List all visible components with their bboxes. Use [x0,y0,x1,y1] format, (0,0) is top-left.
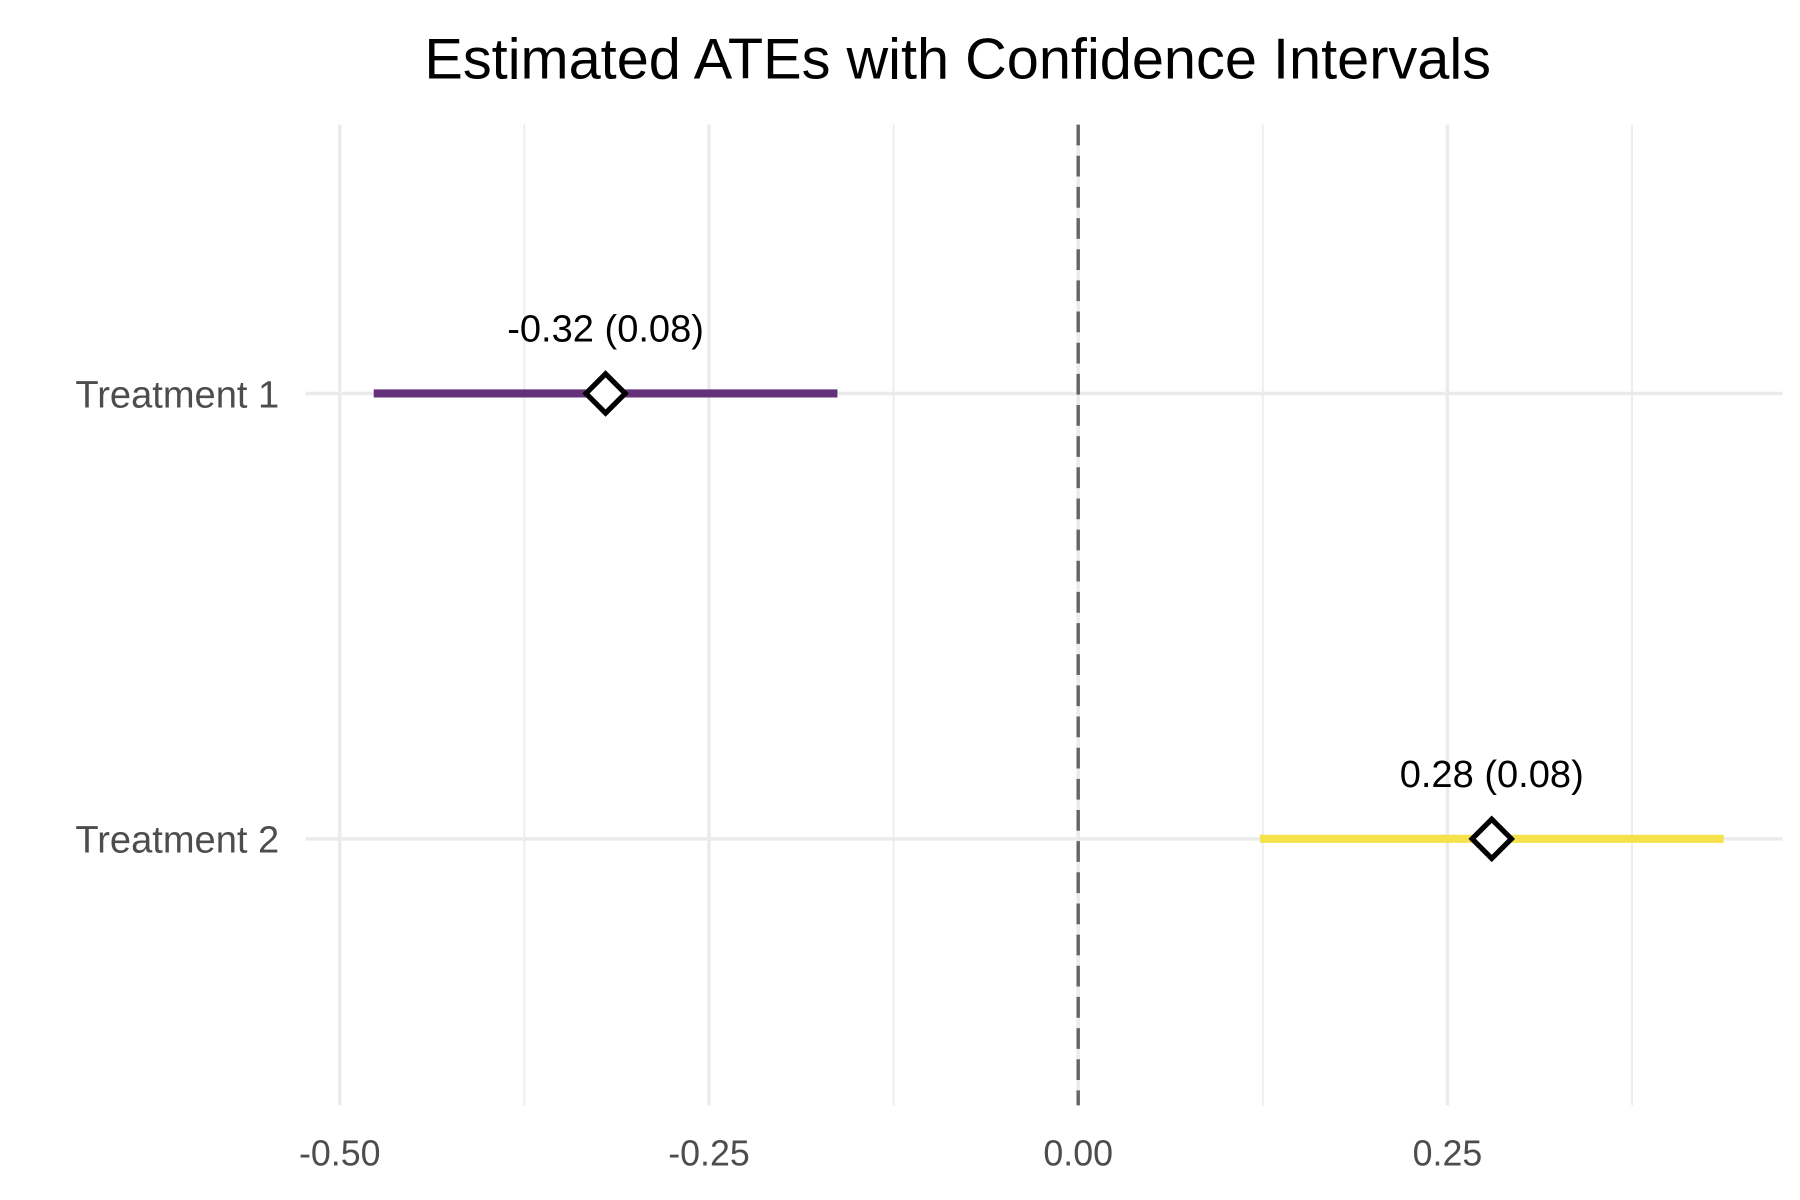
x-tick-label: 0.00 [1043,1133,1113,1173]
x-tick-label: -0.50 [299,1133,381,1173]
y-tick-label: Treatment 2 [75,820,279,862]
estimate-label: -0.32 (0.08) [507,309,704,351]
estimate-label: 0.28 (0.08) [1400,754,1584,796]
x-tick-label: -0.25 [668,1133,750,1173]
y-tick-label: Treatment 1 [75,374,279,416]
point-estimate [582,370,629,417]
chart-title: Estimated ATEs with Confidence Intervals [424,27,1491,91]
point-estimate [1468,815,1516,863]
x-tick-label: 0.25 [1413,1133,1483,1173]
